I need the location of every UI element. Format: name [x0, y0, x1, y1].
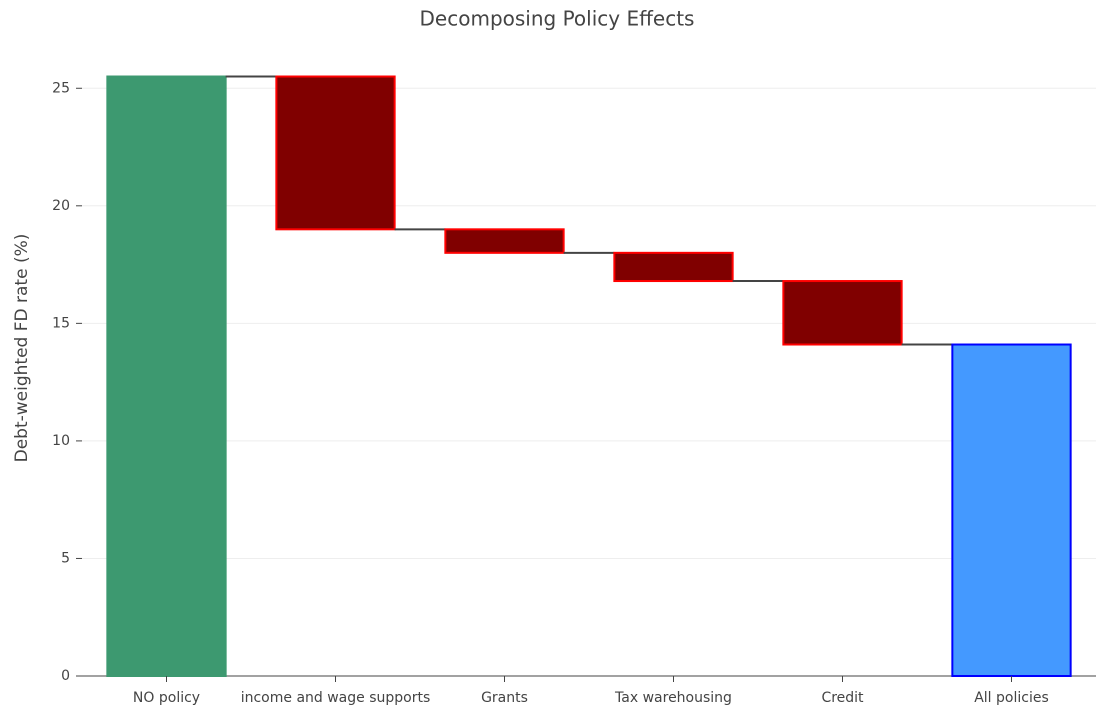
y-tick-label: 20	[52, 198, 70, 214]
y-axis-label: Debt-weighted FD rate (%)	[12, 234, 32, 463]
bar	[951, 343, 1072, 677]
y-tick-label: 5	[61, 550, 70, 566]
x-tick-label: All policies	[974, 690, 1049, 706]
bar	[782, 280, 903, 346]
x-tick-label: Credit	[821, 690, 864, 706]
y-tick-label: 0	[61, 668, 70, 684]
chart-title: Decomposing Policy Effects	[420, 7, 695, 31]
x-tick-label: Tax warehousing	[614, 690, 732, 706]
x-tick-label: NO policy	[133, 690, 200, 706]
bar	[275, 75, 396, 231]
y-tick-label: 15	[52, 315, 70, 331]
x-tick-label: Grants	[481, 690, 528, 706]
bar	[444, 228, 565, 254]
y-tick-label: 25	[52, 80, 70, 96]
x-tick-label: income and wage supports	[241, 690, 431, 706]
bar	[613, 251, 734, 283]
y-tick-label: 10	[52, 433, 70, 449]
bar	[106, 75, 227, 677]
